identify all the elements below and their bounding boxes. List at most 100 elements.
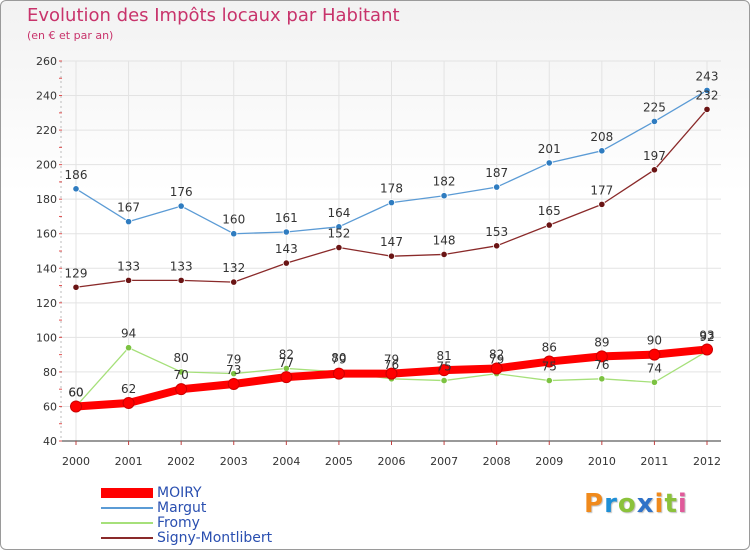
data-label-signy-montlibert: 133 — [170, 259, 193, 273]
x-tick-label: 2005 — [325, 455, 353, 468]
chart-grid — [60, 60, 721, 442]
data-label-fromy: 82 — [279, 347, 294, 361]
legend-swatch-margut — [101, 506, 153, 509]
legend-label-signy-montlibert: Signy-Montlibert — [157, 529, 273, 546]
data-point-fromy — [124, 344, 133, 352]
chart-title: Evolution des Impôts locaux par Habitant — [27, 5, 400, 26]
data-label-margut: 176 — [170, 185, 193, 199]
x-tick-label: 2002 — [167, 455, 195, 468]
data-label-moiry: 86 — [542, 341, 557, 355]
logo-letter: t — [664, 489, 678, 519]
legend-item-margut: Margut — [101, 499, 272, 516]
data-label-fromy: 76 — [594, 358, 609, 372]
data-point-moiry — [490, 362, 503, 375]
data-point-margut — [124, 218, 133, 226]
data-label-signy-montlibert: 197 — [643, 149, 666, 163]
data-label-signy-montlibert: 143 — [275, 242, 298, 256]
data-label-fromy: 79 — [489, 353, 504, 367]
data-point-moiry — [332, 367, 345, 380]
data-label-signy-montlibert: 153 — [485, 225, 508, 239]
logo-letter: P — [584, 489, 605, 519]
data-labels: 186 167 176 160 161 164 178 182 187 201 208 225 243 1… — [65, 69, 719, 399]
y-tick-label: 180 — [36, 193, 57, 206]
data-point-fromy — [545, 376, 553, 385]
logo-letter: i — [654, 489, 665, 519]
data-label-signy-montlibert: 147 — [380, 235, 403, 249]
data-point-margut — [230, 230, 238, 238]
data-point-fromy — [650, 378, 659, 386]
chart-series — [70, 86, 713, 413]
data-point-signy-montlibert — [650, 166, 659, 174]
data-point-moiry — [543, 355, 556, 368]
y-tick-label: 200 — [36, 159, 57, 172]
data-point-moiry — [70, 400, 82, 413]
data-label-margut: 187 — [485, 166, 508, 180]
data-label-fromy: 60 — [68, 385, 83, 399]
data-point-moiry — [122, 397, 135, 409]
data-point-margut — [440, 192, 448, 200]
data-label-fromy: 74 — [647, 361, 662, 375]
y-tick-label: 120 — [36, 297, 57, 310]
data-point-signy-montlibert — [703, 105, 711, 113]
data-label-fromy: 80 — [174, 351, 189, 365]
y-tick-label: 220 — [36, 124, 57, 137]
logo-letter: o — [617, 489, 637, 519]
data-point-signy-montlibert — [335, 243, 343, 252]
x-tick-label: 2004 — [272, 455, 300, 468]
chart-subtitle: (en € et par an) — [27, 29, 114, 42]
data-point-moiry — [595, 350, 608, 363]
legend-swatch-signy-montlibert — [101, 536, 153, 539]
data-point-fromy — [230, 370, 238, 378]
x-tick-label: 2007 — [430, 455, 458, 468]
data-label-margut: 167 — [117, 201, 140, 215]
data-label-margut: 201 — [538, 142, 561, 156]
data-label-moiry: 90 — [647, 334, 662, 348]
data-point-moiry — [701, 343, 713, 356]
y-tick-label: 140 — [36, 262, 57, 275]
y-tick-label: 240 — [36, 90, 57, 103]
data-point-margut — [703, 86, 711, 94]
data-label-fromy: 92 — [699, 330, 714, 344]
data-point-margut — [387, 199, 396, 207]
data-point-signy-montlibert — [440, 250, 448, 259]
data-label-margut: 182 — [433, 175, 456, 189]
data-point-signy-montlibert — [282, 259, 290, 267]
logo-letter: i — [677, 489, 688, 519]
data-label-moiry: 79 — [331, 353, 346, 367]
legend-label-margut: Margut — [157, 499, 207, 516]
data-label-fromy: 75 — [542, 360, 557, 374]
data-point-moiry — [227, 378, 240, 390]
data-point-signy-montlibert — [124, 276, 133, 284]
data-point-moiry — [280, 371, 293, 384]
data-label-moiry: 79 — [384, 353, 399, 367]
data-point-moiry — [648, 348, 661, 361]
data-point-margut — [335, 223, 343, 231]
data-label-moiry: 62 — [121, 382, 136, 396]
data-point-fromy — [440, 376, 448, 385]
data-label-fromy: 80 — [331, 351, 346, 365]
x-tick-label: 2010 — [588, 455, 616, 468]
data-label-margut: 160 — [222, 213, 245, 227]
data-label-fromy: 94 — [121, 327, 136, 341]
data-label-fromy: 79 — [226, 353, 241, 367]
logo-letter: r — [604, 489, 618, 519]
data-point-moiry — [438, 364, 451, 377]
data-point-margut — [177, 202, 185, 210]
legend-item-fromy: Fromy — [101, 514, 272, 531]
y-tick-label: 40 — [43, 435, 57, 448]
data-label-signy-montlibert: 177 — [590, 183, 613, 197]
data-point-signy-montlibert — [493, 242, 501, 250]
data-label-moiry: 60 — [68, 385, 83, 399]
y-tick-label: 80 — [43, 366, 57, 379]
legend-label-fromy: Fromy — [157, 514, 200, 531]
y-tick-label: 160 — [36, 228, 57, 241]
x-tick-label: 2003 — [220, 455, 248, 468]
data-label-signy-montlibert: 132 — [222, 261, 245, 275]
data-label-margut: 164 — [327, 206, 350, 220]
logo-letter: x — [636, 489, 655, 519]
x-tick-label: 2011 — [640, 455, 668, 468]
data-label-fromy: 75 — [436, 360, 451, 374]
data-label-fromy: 76 — [384, 358, 399, 372]
